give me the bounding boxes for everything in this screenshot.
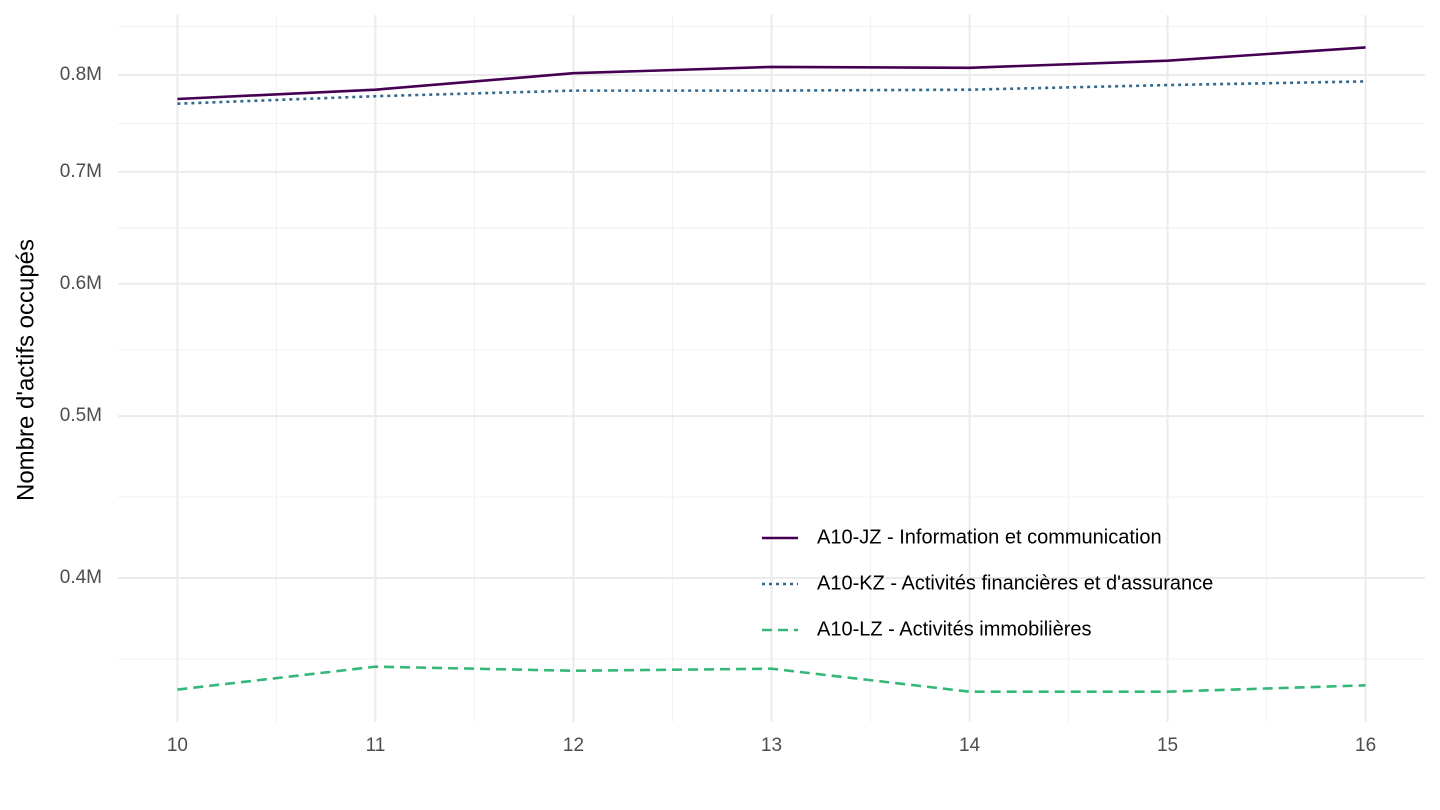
y-tick-label: 0.5M xyxy=(60,405,102,426)
x-tick-label: 12 xyxy=(563,735,584,756)
legend-label: A10-JZ - Information et communication xyxy=(817,526,1162,548)
series-line xyxy=(177,80,1366,106)
x-tick-label: 15 xyxy=(1157,735,1178,756)
series-line xyxy=(177,665,1366,693)
y-tick-label: 0.4M xyxy=(60,567,102,588)
y-tick-label: 0.8M xyxy=(60,64,102,85)
x-tick-label: 11 xyxy=(366,735,386,756)
x-tick-label: 14 xyxy=(959,735,981,756)
y-tick-label: 0.7M xyxy=(60,161,102,182)
y-tick-label: 0.6M xyxy=(60,273,102,294)
legend-label: A10-LZ - Activités immobilières xyxy=(817,618,1092,640)
series-line xyxy=(177,46,1366,101)
y-axis-title: Nombre d'actifs occupés xyxy=(12,239,39,501)
grid xyxy=(118,15,1425,722)
x-tick-label: 16 xyxy=(1355,735,1376,756)
x-tick-label: 13 xyxy=(761,735,782,756)
legend-label: A10-KZ - Activités financières et d'assu… xyxy=(817,572,1213,594)
x-tick-label: 10 xyxy=(167,735,188,756)
